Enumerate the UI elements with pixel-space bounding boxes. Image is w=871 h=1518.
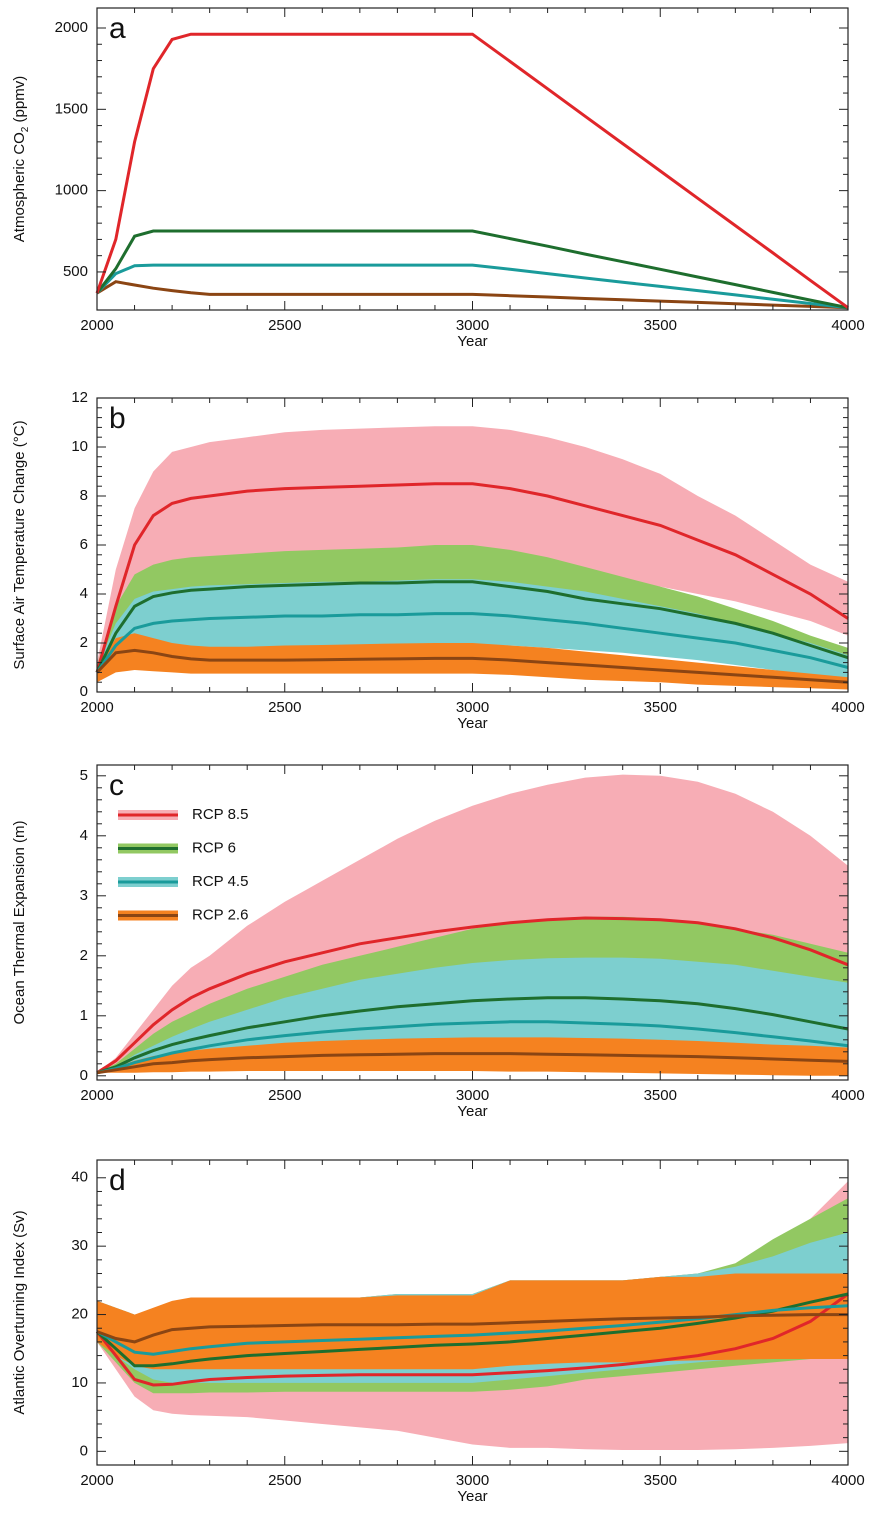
x-tick-label: 3000 <box>456 1087 489 1104</box>
x-axis-title: Year <box>457 333 487 350</box>
y-axis-title-part: Atmospheric CO <box>11 132 28 242</box>
y-tick-label: 4 <box>80 827 88 844</box>
panel-letter: c <box>109 769 124 802</box>
y-tick-label: 3 <box>80 887 88 904</box>
x-tick-label: 4000 <box>831 317 864 334</box>
x-tick-label: 2500 <box>268 1087 301 1104</box>
y-tick-label: 10 <box>71 1374 88 1391</box>
legend-label: RCP 6 <box>192 839 236 856</box>
y-tick-label: 5 <box>80 767 88 784</box>
y-tick-label: 1500 <box>55 100 88 117</box>
y-tick-label: 40 <box>71 1169 88 1186</box>
x-tick-label: 2000 <box>80 1472 113 1489</box>
x-tick-label: 3000 <box>456 317 489 334</box>
x-tick-label: 2000 <box>80 317 113 334</box>
y-tick-label: 2000 <box>55 19 88 36</box>
y-axis-title-part: 2 <box>20 126 31 132</box>
series-line <box>95 580 849 674</box>
y-tick-label: 1000 <box>55 182 88 199</box>
y-axis-title: Atmospheric CO2 (ppmv) <box>11 76 31 242</box>
y-tick-label: 0 <box>80 1067 88 1084</box>
y-tick-label: 12 <box>71 389 88 406</box>
series-line <box>96 1020 849 1075</box>
y-axis-title: Surface Air Temperature Change (°C) <box>11 420 28 669</box>
panel: 2000 2500 3000 3500 4000 0 2 4 6 8 10 12 b Year Surfac… <box>11 389 865 732</box>
x-tick-label: 3500 <box>644 317 677 334</box>
panel: 2000 2500 3000 3500 4000 500 1000 1500 2000 a Year… <box>11 7 865 350</box>
x-tick-label: 4000 <box>831 699 864 716</box>
y-tick-label: 2 <box>80 947 88 964</box>
series-line <box>95 648 849 684</box>
x-tick-label: 2000 <box>80 1087 113 1104</box>
series-line <box>95 229 849 310</box>
x-tick-label: 2500 <box>268 1472 301 1489</box>
range-band <box>97 1037 848 1076</box>
x-tick-label: 2500 <box>268 699 301 716</box>
x-tick-label: 2000 <box>80 699 113 716</box>
range-band <box>97 633 848 690</box>
panel-letter: d <box>109 1164 126 1197</box>
x-tick-label: 3500 <box>644 1087 677 1104</box>
y-tick-label: 4 <box>80 585 88 602</box>
y-tick-label: 8 <box>80 487 88 504</box>
series-line <box>95 612 849 674</box>
y-tick-label: 30 <box>71 1237 88 1254</box>
y-axis-title: Atlantic Overturning Index (Sv) <box>11 1210 28 1414</box>
panel-letter: b <box>109 402 126 435</box>
y-tick-label: 500 <box>63 263 88 280</box>
panel: 2000 2500 3000 3500 4000 0 1 2 3 4 5 c Year Ocean The… <box>11 764 865 1120</box>
x-tick-label: 3000 <box>456 699 489 716</box>
y-tick-label: 0 <box>80 683 88 700</box>
series-line <box>95 1292 849 1368</box>
legend-label: RCP 2.6 <box>192 906 248 923</box>
series-line <box>96 916 849 1075</box>
y-axis-title-part: (ppmv) <box>11 76 28 127</box>
y-tick-label: 1 <box>80 1007 88 1024</box>
x-tick-label: 2500 <box>268 317 301 334</box>
x-tick-label: 4000 <box>831 1472 864 1489</box>
x-tick-label: 3500 <box>644 699 677 716</box>
legend-label: RCP 4.5 <box>192 873 248 890</box>
range-band <box>97 1273 848 1370</box>
series-line <box>96 1313 848 1344</box>
series-line <box>96 996 849 1075</box>
x-tick-label: 3500 <box>644 1472 677 1489</box>
series-line <box>95 482 849 673</box>
series-line <box>95 32 849 309</box>
series-line <box>96 280 849 310</box>
y-tick-label: 20 <box>71 1306 88 1323</box>
y-tick-label: 10 <box>71 438 88 455</box>
y-tick-label: 6 <box>80 536 88 553</box>
series-line <box>95 1292 849 1387</box>
x-axis-title: Year <box>457 1103 487 1120</box>
series-line <box>95 263 849 310</box>
x-tick-label: 4000 <box>831 1087 864 1104</box>
y-tick-label: 2 <box>80 634 88 651</box>
y-tick-label: 0 <box>80 1442 88 1459</box>
x-tick-label: 3000 <box>456 1472 489 1489</box>
legend-label: RCP 8.5 <box>192 806 248 823</box>
y-axis-title: Ocean Thermal Expansion (m) <box>11 821 28 1025</box>
series-line <box>96 1052 849 1075</box>
x-axis-title: Year <box>457 715 487 732</box>
x-axis-title: Year <box>457 1488 487 1505</box>
range-band <box>97 579 848 680</box>
panel-letter: a <box>109 12 126 45</box>
panel: 2000 2500 3000 3500 4000 0 10 20 30 40 d Year Atlant… <box>11 1159 865 1505</box>
